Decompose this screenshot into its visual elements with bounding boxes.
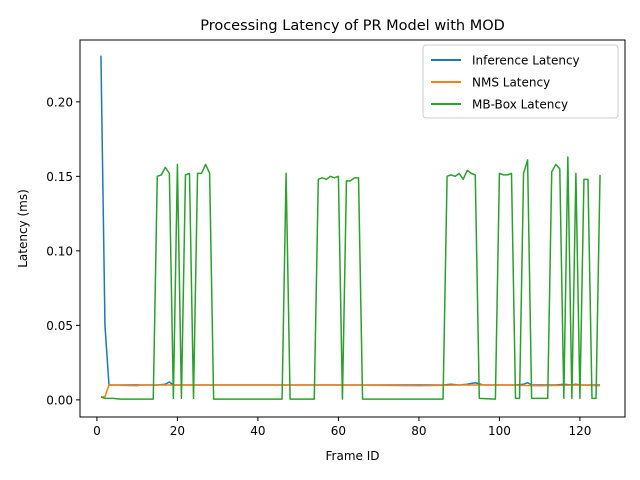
chart-title: Processing Latency of PR Model with MOD xyxy=(200,18,505,34)
axes-frame xyxy=(79,39,626,418)
y-tick-label: 0.05 xyxy=(46,319,73,333)
x-tick-label: 120 xyxy=(568,424,591,438)
series-line-1 xyxy=(100,384,601,398)
y-tick-label: 0.20 xyxy=(46,95,73,109)
x-axis-ticks: 0 20 40 60 80 100 120 xyxy=(93,417,591,438)
x-tick-label: 60 xyxy=(331,424,346,438)
legend-label-mbbox: MB-Box Latency xyxy=(472,98,568,112)
x-axis-label: Frame ID xyxy=(326,449,380,463)
y-tick-label: 0.10 xyxy=(46,244,73,258)
x-tick-label: 20 xyxy=(170,424,185,438)
series-line-2 xyxy=(100,156,601,400)
x-tick-label: 40 xyxy=(250,424,265,438)
y-axis-ticks: 0.00 0.05 0.10 0.15 0.20 xyxy=(46,95,80,407)
legend-box xyxy=(422,44,619,119)
x-tick-label: 0 xyxy=(93,424,101,438)
legend-label-nms: NMS Latency xyxy=(472,76,550,90)
y-tick-label: 0.00 xyxy=(46,393,73,407)
y-axis-label: Latency (ms) xyxy=(16,189,30,268)
x-tick-label: 80 xyxy=(411,424,426,438)
series-layer xyxy=(100,55,601,400)
x-tick-label: 100 xyxy=(488,424,511,438)
legend: Inference Latency NMS Latency MB-Box Lat… xyxy=(422,44,619,119)
legend-label-inference: Inference Latency xyxy=(472,54,580,68)
y-tick-label: 0.15 xyxy=(46,170,73,184)
